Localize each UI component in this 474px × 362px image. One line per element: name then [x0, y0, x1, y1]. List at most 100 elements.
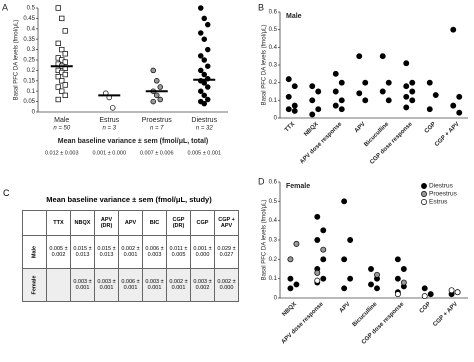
- data-point: [338, 97, 345, 104]
- table-cell: 0.006 ± 0.001: [118, 268, 143, 302]
- header-cell: NBQX: [70, 210, 95, 236]
- header-cell: BIC: [142, 210, 167, 236]
- variance-value: 0.005 ± 0.001: [187, 150, 221, 156]
- data-point: [198, 53, 204, 59]
- data-point: [356, 90, 363, 97]
- x-tick-label: CGP + APV: [432, 301, 459, 328]
- table-cell: 0.003 ± 0.001: [94, 268, 119, 302]
- data-point: [403, 83, 410, 90]
- data-point: [448, 287, 455, 294]
- panel-letter: C: [3, 188, 10, 198]
- x-tick-label: CGP dose response: [369, 121, 414, 166]
- y-tick-label: 0.05: [23, 99, 35, 105]
- data-point: [309, 97, 316, 104]
- x-tick-label: Male: [54, 117, 69, 124]
- y-tick-label: 0.6: [269, 10, 278, 16]
- row-label-text: Male: [31, 245, 38, 259]
- data-point: [205, 21, 211, 28]
- data-point: [400, 266, 407, 272]
- data-point: [205, 84, 211, 90]
- table-cell: 0.006 ± 0.003: [142, 235, 167, 269]
- legend-marker: [421, 199, 427, 205]
- header-cell: TTX: [46, 210, 71, 236]
- x-tick-label: NBQX: [303, 121, 320, 138]
- data-point: [394, 275, 401, 282]
- data-point: [55, 40, 61, 47]
- x-tick-label: NBQX: [281, 301, 298, 318]
- data-point: [109, 105, 116, 111]
- data-point: [205, 63, 211, 69]
- y-tick-label: 0.3: [27, 47, 36, 53]
- data-point: [314, 277, 321, 284]
- data-point: [154, 92, 160, 99]
- data-point: [201, 57, 208, 63]
- n-label: n = 50: [53, 126, 71, 132]
- panel-label: Female: [286, 183, 310, 190]
- data-point: [291, 107, 298, 114]
- data-point: [285, 106, 292, 113]
- table-cell: 0.003 ± 0.001: [70, 268, 95, 302]
- header-cell: CGP + APV: [214, 210, 239, 236]
- table-cell: 0.002 ± 0.001: [118, 235, 143, 269]
- data-point: [309, 111, 316, 118]
- y-tick-label: 0.5: [27, 6, 36, 12]
- data-point: [320, 227, 327, 234]
- variance-value: 0.001 ± 0.000: [92, 150, 126, 156]
- data-point: [320, 246, 327, 253]
- x-tick-label: TTX: [284, 121, 296, 133]
- data-point: [198, 67, 204, 74]
- y-tick-label: 0.25: [23, 58, 35, 64]
- x-tick-label: CGP: [419, 301, 432, 314]
- data-point: [347, 237, 354, 243]
- data-point: [157, 96, 164, 103]
- data-point: [198, 88, 204, 94]
- table-header-row: TTX NBQX APV (DR) APV BIC CGP (DR) CGP CGP + AP…: [22, 210, 239, 236]
- data-point: [400, 279, 407, 286]
- corner-cell: [22, 210, 47, 236]
- y-tick-label: 0.1: [269, 98, 278, 104]
- data-point: [332, 102, 339, 109]
- data-point: [309, 83, 316, 90]
- data-point: [59, 88, 65, 94]
- legend-label: Proestrus: [429, 191, 458, 198]
- data-point: [314, 213, 321, 220]
- data-point: [403, 60, 410, 67]
- n-label: n = 3: [102, 126, 116, 132]
- legend-label: Estrus: [429, 199, 448, 206]
- data-point: [338, 79, 345, 86]
- data-point: [291, 102, 298, 109]
- panel-letter: D: [258, 176, 265, 186]
- data-point: [332, 88, 339, 95]
- table-cell: 0.015 ± 0.013: [94, 235, 119, 269]
- data-point: [201, 100, 208, 107]
- data-point: [409, 88, 416, 95]
- data-point: [374, 285, 380, 292]
- data-point: [341, 198, 348, 205]
- variance-title: Mean baseline variance ± sem (fmol/μL, t…: [58, 138, 209, 145]
- row-label-text: Female: [31, 275, 38, 295]
- data-point: [394, 291, 401, 298]
- row-label: Male: [22, 235, 47, 269]
- data-point: [59, 78, 65, 84]
- table-cell: 0.011 ± 0.005: [166, 235, 191, 269]
- data-point: [320, 256, 327, 263]
- data-point: [55, 96, 61, 103]
- data-point: [293, 281, 300, 288]
- data-point: [368, 266, 374, 272]
- x-tick-label: Bicuculline: [352, 301, 379, 328]
- data-point: [315, 106, 322, 113]
- panel-label: Male: [286, 13, 302, 20]
- data-point: [201, 71, 208, 78]
- data-point: [403, 93, 410, 100]
- data-point: [285, 76, 292, 83]
- x-tick-label: APV: [339, 301, 352, 314]
- data-point: [454, 289, 461, 296]
- data-point: [287, 275, 294, 282]
- header-cell: APV: [118, 210, 143, 236]
- y-tick-label: 0.45: [23, 16, 35, 22]
- table-cell: 0.003 ± 0.001: [142, 268, 167, 302]
- data-point: [347, 275, 354, 282]
- legend-label: Diestrus: [429, 183, 454, 190]
- data-point: [320, 275, 327, 282]
